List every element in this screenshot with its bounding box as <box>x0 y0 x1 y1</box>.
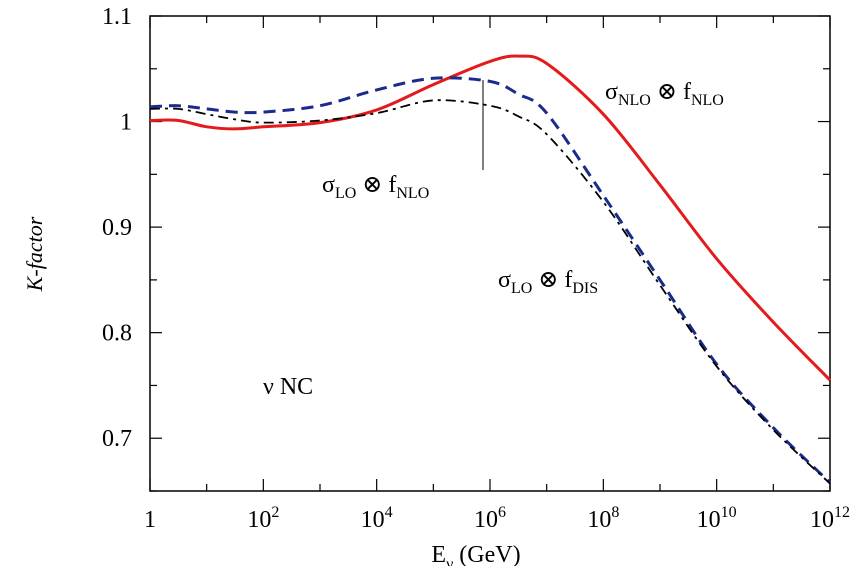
series-line-1 <box>149 76 832 484</box>
series-layer <box>149 54 832 485</box>
x-tick-label-base: 10 <box>587 507 611 533</box>
annotation-lo-nlo-sub2: NLO <box>396 185 429 202</box>
y-tick-label: 0.7 <box>102 426 132 452</box>
annotation-nlo-nlo-sub2: NLO <box>691 92 724 109</box>
x-tick-label: 1 <box>144 507 156 533</box>
x-axis-label-sub: ν <box>446 556 453 566</box>
x-tick-label-base: 1 <box>144 507 156 533</box>
annotation-lo-dis-main: σ <box>498 267 511 293</box>
x-tick-label-exponent: 8 <box>611 504 619 521</box>
x-tick-label: 106 <box>474 504 506 533</box>
annotation-nlo-nlo: σNLO ⊗ fNLO <box>605 79 724 109</box>
y-tick-label: 1.1 <box>102 4 132 30</box>
x-tick-label: 108 <box>587 504 619 533</box>
x-tick-label-exponent: 2 <box>271 504 279 521</box>
y-tick-label: 1 <box>120 110 132 136</box>
x-tick-label-exponent: 6 <box>498 504 506 521</box>
x-tick-label-exponent: 12 <box>834 504 850 521</box>
x-axis-label-main: E <box>431 542 446 566</box>
x-tick-label-base: 10 <box>247 507 271 533</box>
series-line-0 <box>149 54 832 382</box>
annotation-lo-nlo-mid: ⊗ f <box>356 172 396 198</box>
annotation-lo-nlo: σLO ⊗ fNLO <box>322 172 429 202</box>
x-tick-label: 104 <box>361 504 393 533</box>
annotation-nlo-nlo-sub1: NLO <box>618 92 651 109</box>
x-tick-label-exponent: 10 <box>721 504 737 521</box>
x-tick-label-base: 10 <box>810 507 834 533</box>
x-tick-label-base: 10 <box>474 507 498 533</box>
x-tick-label-base: 10 <box>697 507 721 533</box>
x-tick-label: 1012 <box>810 504 850 533</box>
annotation-lo-dis-sub1: LO <box>511 280 532 297</box>
y-axis-label: K-factor <box>22 216 47 292</box>
annotation-lo-dis-mid: ⊗ f <box>532 267 572 293</box>
x-tick-label-base: 10 <box>361 507 385 533</box>
x-axis-label: Eν (GeV) <box>431 542 520 566</box>
y-tick-label: 0.8 <box>102 321 132 347</box>
y-axis-label-text: K-factor <box>22 216 47 292</box>
annotation-nlo-nlo-main: σ <box>605 79 618 105</box>
annotation-lo-dis-sub2: DIS <box>572 280 598 297</box>
plot-frame <box>149 15 831 492</box>
annotation-lo-nlo-sub1: LO <box>335 185 356 202</box>
annotation-lo-nlo-main: σ <box>322 172 335 198</box>
y-tick-label: 0.9 <box>102 215 132 241</box>
annotation-nlo-nlo-mid: ⊗ f <box>651 79 691 105</box>
annotation-lo-dis: σLO ⊗ fDIS <box>498 267 598 297</box>
x-tick-label: 1010 <box>697 504 737 533</box>
x-tick-label-exponent: 4 <box>385 504 393 521</box>
annotation-nu-nc: ν NC <box>263 374 313 400</box>
x-axis-label-rest: (GeV) <box>453 542 520 566</box>
series-line-2 <box>149 99 831 485</box>
x-tick-label: 102 <box>247 504 279 533</box>
